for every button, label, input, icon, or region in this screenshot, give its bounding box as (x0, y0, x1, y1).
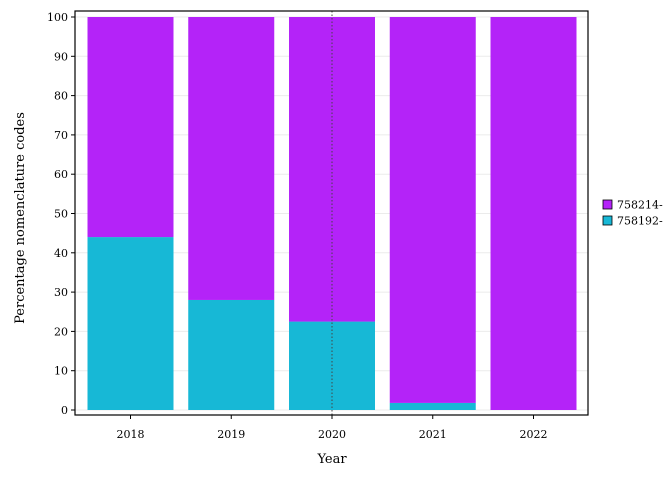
y-tick-label-100: 100 (47, 11, 68, 24)
x-axis: 2018 2019 2020 2021 2022 (117, 415, 548, 441)
bar-758214-2018 (87, 17, 174, 238)
y-tick-label-10: 10 (54, 365, 68, 378)
x-tick-label-2022: 2022 (520, 428, 548, 441)
legend: 758214- 758192- (602, 199, 663, 228)
legend-label-758192: 758192- (617, 215, 663, 228)
y-tick-label-30: 30 (54, 286, 68, 299)
x-tick-label-2019: 2019 (217, 428, 245, 441)
x-tick-label-2018: 2018 (117, 428, 145, 441)
bar-758214-2021 (389, 17, 476, 403)
y-tick-label-20: 20 (54, 325, 68, 338)
bar-758214-2022 (490, 17, 577, 410)
bar-758192-2019 (188, 299, 275, 410)
y-tick-label-90: 90 (54, 50, 68, 63)
x-tick-label-2020: 2020 (318, 428, 346, 441)
y-tick-label-80: 80 (54, 90, 68, 103)
legend-swatch-758214 (602, 199, 613, 210)
bar-758192-2021 (389, 402, 476, 410)
y-tick-label-50: 50 (54, 208, 68, 221)
y-tick-label-0: 0 (61, 404, 68, 417)
y-axis: 0 10 20 30 40 50 60 70 80 90 100 (47, 11, 75, 417)
x-tick-label-2021: 2021 (419, 428, 447, 441)
y-axis-title: Percentage nomenclature codes (13, 112, 28, 324)
y-tick-label-70: 70 (54, 129, 68, 142)
x-axis-title: Year (316, 452, 347, 467)
legend-swatch-758192 (602, 215, 613, 226)
y-tick-label-40: 40 (54, 247, 68, 260)
legend-label-758214: 758214- (617, 199, 663, 212)
bar-758214-2019 (188, 17, 275, 300)
y-tick-label-60: 60 (54, 168, 68, 181)
bar-758192-2018 (87, 237, 174, 410)
